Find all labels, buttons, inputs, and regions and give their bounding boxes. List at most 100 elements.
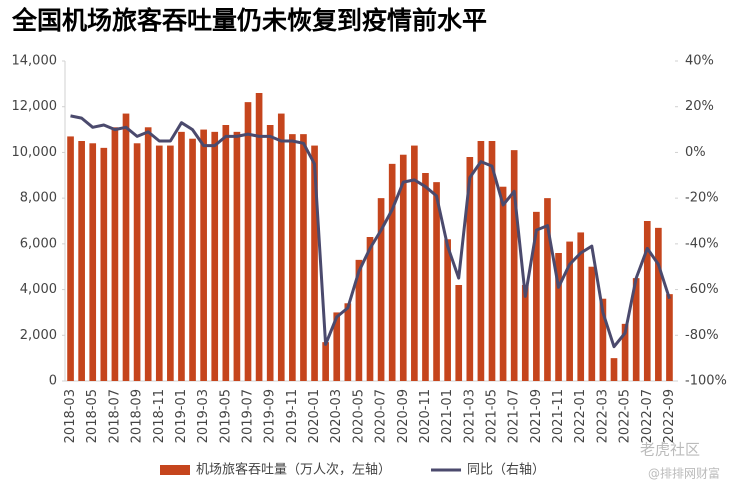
bar [533,211,540,381]
y-tick-label: 8,000 [20,191,57,206]
x-tick-label: 2018-11 [152,389,167,443]
legend-swatch [160,465,190,475]
bar [666,294,673,381]
x-tick-label: 2021-09 [529,389,544,443]
bar [144,127,152,382]
bar [566,241,573,381]
bar [610,358,618,381]
x-tick-label: 2022-03 [595,389,610,443]
bar [233,131,241,381]
y2-tick-label: 0% [685,145,706,160]
bar [355,259,363,381]
bar [344,303,352,381]
x-tick-label: 2019-11 [285,389,300,443]
bar [111,127,119,382]
x-tick-label: 2021-11 [551,389,566,443]
chart-title: 全国机场旅客吞吐量仍未恢复到疫情前水平 [11,6,487,35]
bar [377,198,385,381]
y2-tick-label: -40% [685,236,719,251]
x-tick-label: 2018-05 [85,389,100,443]
y2-tick-label: 20% [685,99,714,114]
y-tick-label: 2,000 [20,328,57,343]
bar [122,113,130,382]
watermark: @排排网财富 [648,466,720,481]
bar [655,227,662,381]
x-tick-label: 2019-05 [218,389,233,443]
x-tick-label: 2020-05 [351,389,366,443]
bar [277,113,285,382]
bar [200,129,207,381]
y2-tick-label: -100% [685,374,727,389]
x-tick-label: 2018-07 [107,389,122,443]
y-tick-label: 4,000 [20,282,57,297]
x-tick-label: 2020-11 [418,389,433,443]
x-tick-label: 2021-01 [440,389,455,443]
bar [555,253,562,381]
x-tick-label: 2018-09 [130,389,145,443]
y-tick-label: 14,000 [12,54,58,69]
x-tick-label: 2020-09 [396,389,411,443]
bar [78,141,85,381]
x-tick-label: 2021-07 [507,389,522,443]
x-tick-label: 2022-05 [618,389,633,443]
x-tick-label: 2021-05 [485,389,500,443]
bar [244,102,252,382]
legend-label: 机场旅客吞吐量（万人次，左轴） [196,462,391,478]
bar [544,198,551,381]
bar [599,298,607,381]
bar [89,143,97,381]
y-tick-label: 10,000 [12,145,58,160]
watermark: 老虎社区 [640,441,700,459]
bar [255,93,263,381]
y-tick-label: 12,000 [12,99,58,114]
bar [189,138,196,381]
bar [100,147,108,381]
bar [388,163,396,381]
bar [577,232,585,381]
bar [455,285,463,381]
y-tick-label: 6,000 [20,236,57,251]
x-tick-label: 2019-07 [241,389,256,443]
bar [178,131,185,381]
bar [333,312,341,381]
x-tick-label: 2020-07 [374,389,389,443]
bar [155,145,163,381]
y2-tick-label: -60% [685,282,719,297]
bar [366,237,374,381]
bar [311,145,318,381]
bar [422,173,429,381]
y-tick-label: 0 [49,374,57,389]
bar [167,145,174,381]
bar [643,221,651,381]
bar [67,136,74,381]
bar [510,150,518,381]
line [70,114,671,349]
bar [588,266,596,381]
bar [499,186,507,381]
bar [632,278,640,381]
x-tick-label: 2020-01 [307,389,322,443]
bar [322,342,329,381]
x-tick-label: 2019-09 [263,389,278,443]
x-tick-label: 2021-03 [462,389,477,443]
bar [222,125,230,381]
legend-label: 同比（右轴） [467,463,545,478]
x-tick-label: 2022-01 [573,389,588,443]
bar [300,134,307,381]
bar [477,141,485,381]
bar [289,134,296,381]
bar [211,131,219,381]
bar [266,125,274,381]
x-tick-label: 2018-03 [63,389,78,443]
x-tick-label: 2022-07 [640,389,655,443]
bar [521,285,529,381]
bar [444,239,451,381]
bar [433,182,440,381]
x-tick-label: 2019-01 [174,389,189,443]
bar [466,157,474,381]
bar [411,145,418,381]
bar [399,154,407,381]
x-tick-label: 2022-09 [662,389,677,443]
y2-tick-label: -80% [685,328,719,343]
